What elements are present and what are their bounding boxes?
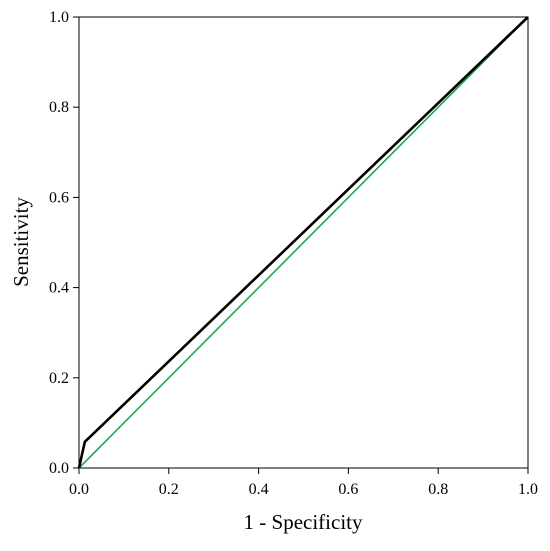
x-tick-label: 0.0 <box>69 481 89 498</box>
y-tick-label: 0.0 <box>49 460 69 477</box>
series-layer <box>77 16 529 469</box>
y-tick-label: 1.0 <box>49 9 69 26</box>
reference-diagonal-line <box>78 16 529 469</box>
y-tick-label: 0.6 <box>49 189 69 206</box>
x-axis-ticks: 0.0 0.2 0.4 0.6 0.8 1.0 <box>69 468 538 498</box>
y-tick-label: 0.2 <box>49 370 69 387</box>
roc-curve-line <box>77 16 529 469</box>
x-tick-label: 0.2 <box>159 481 179 498</box>
plot-frame <box>78 16 529 469</box>
y-axis-label: Sensitivity <box>9 197 33 287</box>
x-tick-label: 0.8 <box>428 481 448 498</box>
x-tick-label: 0.6 <box>338 481 358 498</box>
y-axis-ticks: 0.0 0.2 0.4 0.6 0.8 1.0 <box>49 9 79 477</box>
y-tick-label: 0.8 <box>49 99 69 116</box>
x-tick-label: 0.4 <box>249 481 269 498</box>
x-axis-label: 1 - Specificity <box>244 510 363 534</box>
x-tick-label: 1.0 <box>518 481 538 498</box>
y-tick-label: 0.4 <box>49 280 69 297</box>
